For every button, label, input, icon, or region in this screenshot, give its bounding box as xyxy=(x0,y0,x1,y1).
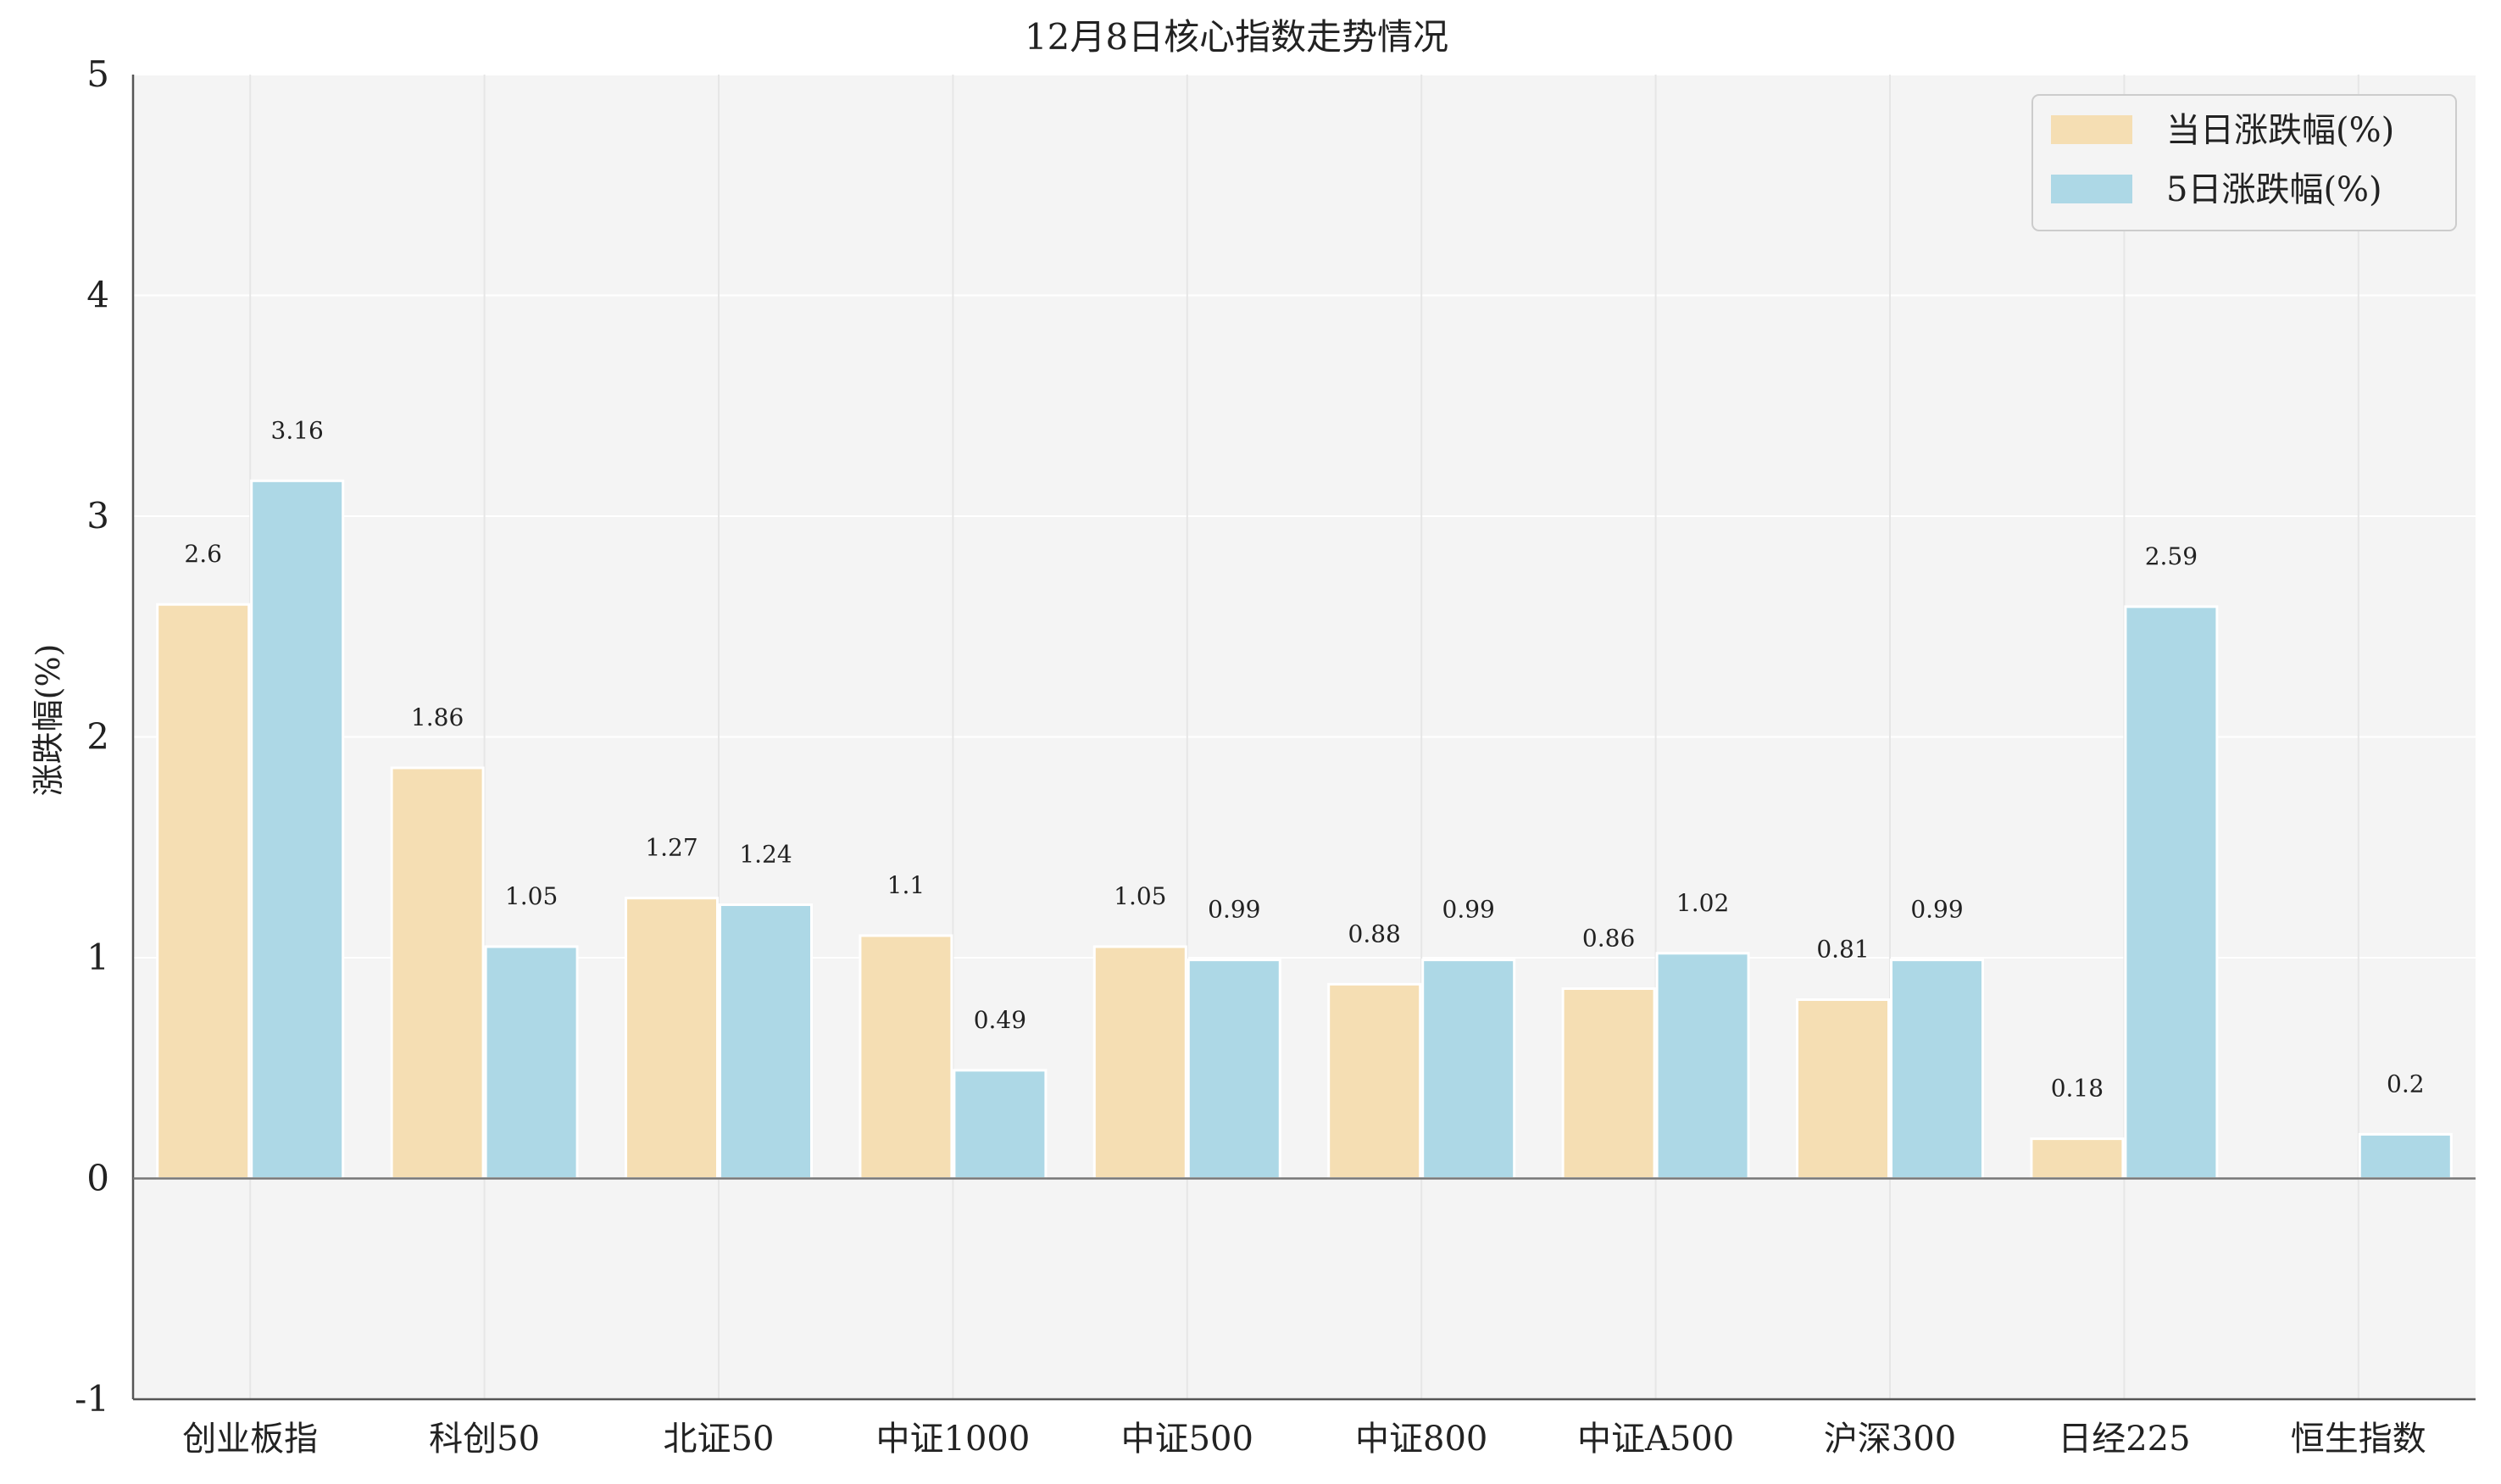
bar-5day-5 xyxy=(1421,959,1516,1180)
y-axis-label: 涨跌幅(%) xyxy=(30,644,67,797)
y-tick-label: 3 xyxy=(86,495,109,536)
chart-title: 12月8日核心指数走势情况 xyxy=(1025,16,1448,58)
x-tick-label: 中证A500 xyxy=(1577,1420,1734,1459)
x-tick-label: 沪深300 xyxy=(1824,1420,1956,1459)
x-tick-label: 中证1000 xyxy=(876,1420,1031,1459)
data-label-5day-0: 3.16 xyxy=(271,416,324,444)
bar-5day-3 xyxy=(953,1069,1048,1180)
data-label-daily-1: 1.86 xyxy=(411,703,464,731)
legend-box xyxy=(2031,94,2457,231)
data-labels: 2.6 1.86 1.27 1.1 1.05 0.88 0.86 0.81 0.18 3.16 1.… xyxy=(184,416,2424,1102)
data-label-5day-9: 0.2 xyxy=(2387,1070,2425,1098)
y-tick-label: 1 xyxy=(86,937,109,978)
bar-daily-3 xyxy=(859,934,953,1180)
data-label-daily-0: 2.6 xyxy=(184,540,222,568)
bar-daily-8 xyxy=(2030,1137,2125,1180)
bar-5day-9 xyxy=(2358,1132,2453,1181)
legend-swatch-daily xyxy=(2051,115,2132,144)
bar-5day-7 xyxy=(1890,959,1984,1180)
bar-daily-6 xyxy=(1561,987,1656,1180)
axes: -1 0 1 2 3 4 5 创业板指 科创50 北证50 中证1000 中证500 中证800 中证A5… xyxy=(75,53,2476,1459)
legend-label-daily: 当日涨跌幅(%) xyxy=(2166,111,2394,150)
data-label-daily-2: 1.27 xyxy=(645,834,698,862)
bar-5day-2 xyxy=(719,903,813,1180)
bars xyxy=(156,479,2453,1181)
x-tick-label: 科创50 xyxy=(429,1420,540,1459)
x-tick-label: 北证50 xyxy=(664,1420,775,1459)
data-label-5day-7: 0.99 xyxy=(1910,896,1963,924)
bar-5day-0 xyxy=(250,479,345,1180)
legend-label-5day: 5日涨跌幅(%) xyxy=(2166,170,2382,209)
data-label-5day-8: 2.59 xyxy=(2145,542,2198,570)
bar-5day-8 xyxy=(2124,605,2219,1180)
data-label-5day-4: 0.99 xyxy=(1208,896,1260,924)
bar-daily-0 xyxy=(156,603,251,1180)
y-tick-label: 2 xyxy=(86,716,109,758)
x-tick-label: 中证800 xyxy=(1355,1420,1487,1459)
bar-daily-1 xyxy=(390,766,485,1180)
y-tick-label: -1 xyxy=(75,1378,109,1420)
bar-5day-4 xyxy=(1187,959,1281,1180)
x-tick-label: 恒生指数 xyxy=(2291,1420,2426,1459)
legend: 当日涨跌幅(%) 5日涨跌幅(%) xyxy=(2031,94,2457,231)
data-label-5day-6: 1.02 xyxy=(1676,889,1729,917)
data-label-daily-8: 0.18 xyxy=(2051,1075,2104,1103)
y-tick-label: 5 xyxy=(86,53,109,95)
data-label-5day-3: 0.49 xyxy=(974,1006,1026,1034)
data-label-daily-7: 0.81 xyxy=(1816,935,1869,963)
data-label-5day-1: 1.05 xyxy=(505,882,558,910)
data-label-daily-3: 1.1 xyxy=(887,871,925,899)
bar-daily-7 xyxy=(1796,998,1890,1180)
data-label-daily-4: 1.05 xyxy=(1114,882,1166,910)
bar-daily-4 xyxy=(1092,945,1187,1180)
data-label-daily-5: 0.88 xyxy=(1348,920,1401,948)
x-tick-label: 日经225 xyxy=(2058,1420,2190,1459)
data-label-5day-2: 1.24 xyxy=(739,840,792,868)
bar-5day-1 xyxy=(484,945,579,1180)
data-label-daily-6: 0.86 xyxy=(1582,924,1635,952)
bar-daily-2 xyxy=(625,897,719,1181)
x-tick-label: 中证500 xyxy=(1121,1420,1253,1459)
y-tick-label: 4 xyxy=(86,275,109,316)
legend-swatch-5day xyxy=(2051,175,2132,203)
data-label-5day-5: 0.99 xyxy=(1442,896,1495,924)
y-tick-label: 0 xyxy=(86,1158,109,1199)
x-tick-label: 创业板指 xyxy=(182,1420,318,1459)
bar-5day-6 xyxy=(1655,952,1750,1181)
bar-daily-5 xyxy=(1327,982,1422,1181)
